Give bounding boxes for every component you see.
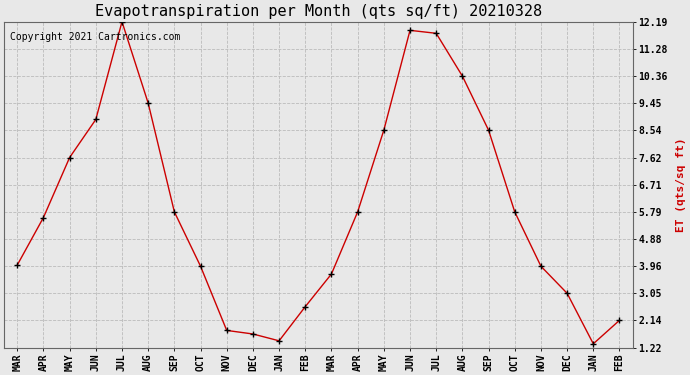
Title: Evapotranspiration per Month (qts sq/ft) 20210328: Evapotranspiration per Month (qts sq/ft)… bbox=[95, 4, 542, 19]
Y-axis label: ET (qts/sq ft): ET (qts/sq ft) bbox=[676, 137, 686, 232]
Text: Copyright 2021 Cartronics.com: Copyright 2021 Cartronics.com bbox=[10, 32, 181, 42]
